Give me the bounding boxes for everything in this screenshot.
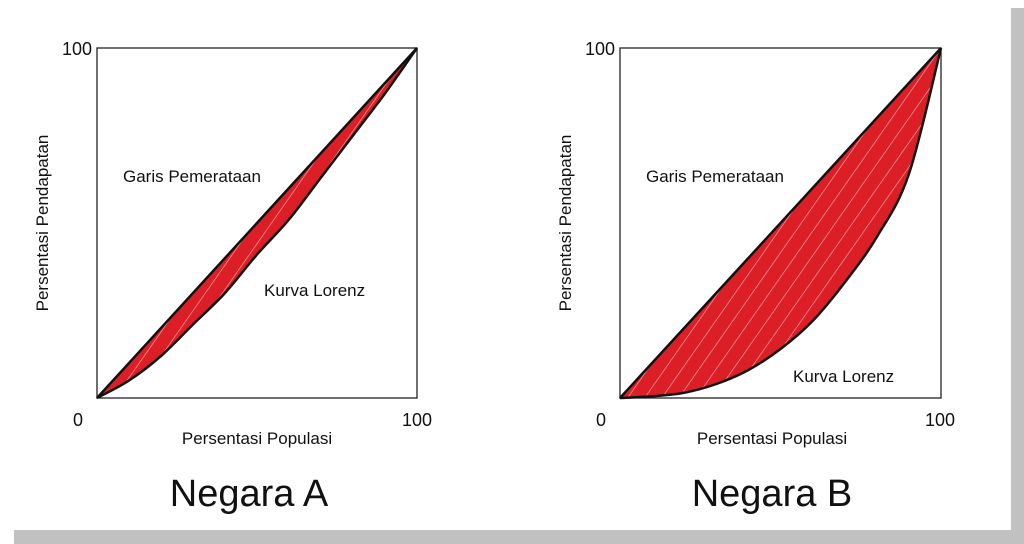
lorenz-charts: Persentasi Pendapatan 100 0 100 Persenta… — [33, 39, 955, 515]
frame-shadow-right — [1011, 8, 1024, 544]
label-kurva-lorenz: Kurva Lorenz — [264, 281, 365, 300]
equality-line — [96, 47, 418, 399]
x-axis-label: Persentasi Populasi — [182, 429, 332, 448]
x-tick-100: 100 — [402, 410, 432, 430]
label-garis-pemerataan: Garis Pemerataan — [646, 167, 784, 186]
lorenz-curve — [96, 47, 419, 400]
y-tick-100: 100 — [62, 39, 92, 59]
x-tick-100: 100 — [925, 410, 955, 430]
chart-title: Negara A — [170, 473, 329, 515]
origin-tick: 0 — [73, 410, 83, 430]
chart-negara-b: Persentasi Pendapatan 100 0 100 Persenta… — [556, 39, 955, 515]
y-axis-label: Persentasi Pendapatan — [556, 135, 575, 312]
chart-negara-a: Persentasi Pendapatan 100 0 100 Persenta… — [33, 39, 432, 515]
chart-title: Negara B — [692, 473, 853, 515]
x-axis-label: Persentasi Populasi — [697, 429, 847, 448]
label-garis-pemerataan: Garis Pemerataan — [123, 167, 261, 186]
label-kurva-lorenz: Kurva Lorenz — [793, 367, 894, 386]
frame-shadow-bottom — [14, 530, 1024, 544]
origin-tick: 0 — [596, 410, 606, 430]
equality-line — [619, 47, 942, 399]
y-axis-label: Persentasi Pendapatan — [33, 135, 52, 312]
lorenz-curve — [619, 47, 943, 400]
y-tick-100: 100 — [585, 39, 615, 59]
